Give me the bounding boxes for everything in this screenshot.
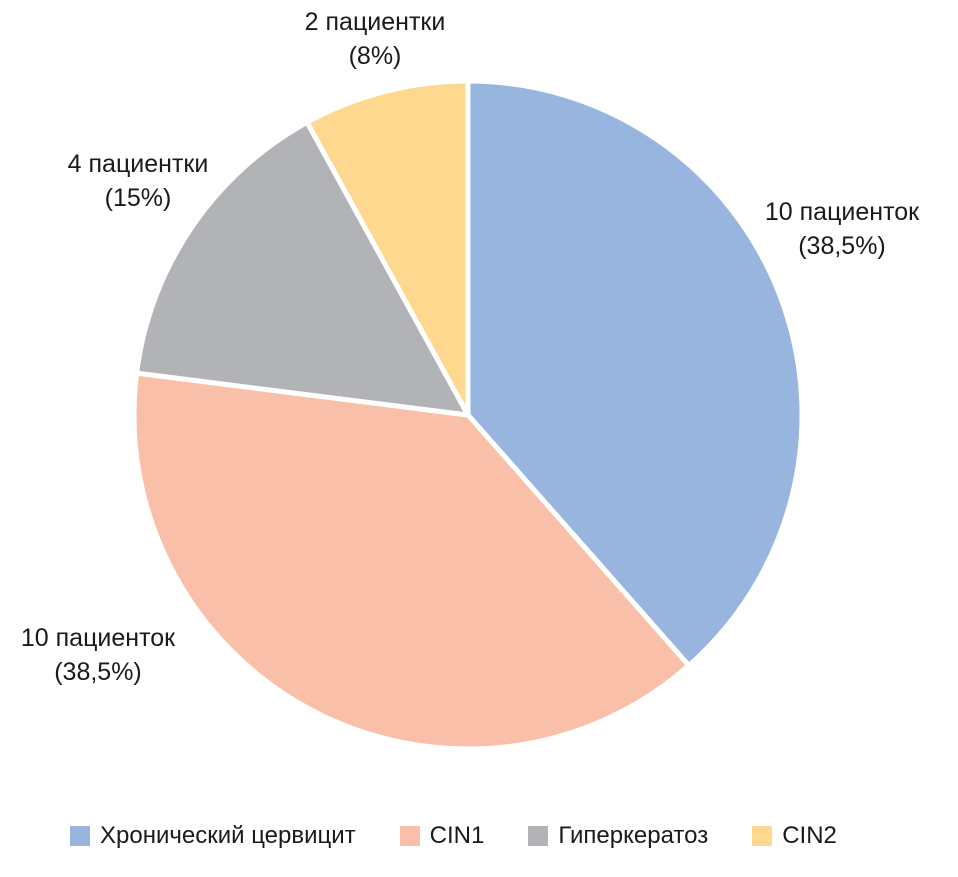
slice-labels: 10 пациенток (38,5%) 10 пациенток (38,5%) 4 … (21, 8, 920, 686)
legend-label: CIN1 (429, 822, 485, 849)
slice-label-percent: (8%) (349, 42, 402, 70)
slice-label-count: 10 пациенток (21, 624, 176, 652)
slice-cin1 (131, 370, 692, 752)
slice-label-percent: (15%) (105, 184, 172, 212)
slice-label-count: 4 пациентки (68, 150, 209, 178)
slice-label-count: 10 пациенток (765, 198, 920, 226)
legend-swatch (70, 826, 90, 846)
legend-item-cin2: CIN2 (752, 822, 837, 850)
legend-swatch (752, 826, 773, 846)
legend-label: CIN2 (782, 822, 837, 849)
slice-label-percent: (38,5%) (54, 658, 142, 686)
slice-cin2 (304, 78, 471, 418)
legend: Хронический цервицит CIN1 Гиперкератоз C… (70, 822, 837, 850)
legend-item-chronic-cervicitis: Хронический цервицит (70, 822, 356, 850)
legend-label: Хронический цервицит (100, 822, 356, 849)
legend-item-cin1: CIN1 (399, 822, 485, 850)
slice-chronic-cervicitis (465, 78, 805, 669)
slice-label-count: 2 пациентки (305, 8, 446, 36)
slice-hyperkeratosis (134, 119, 471, 418)
legend-swatch (528, 826, 549, 846)
legend-label: Гиперкератоз (558, 822, 709, 849)
slice-label-percent: (38,5%) (798, 232, 886, 260)
legend-item-hyperkeratosis: Гиперкератоз (528, 822, 708, 850)
pie-slices (131, 78, 805, 752)
legend-swatch (399, 826, 420, 846)
